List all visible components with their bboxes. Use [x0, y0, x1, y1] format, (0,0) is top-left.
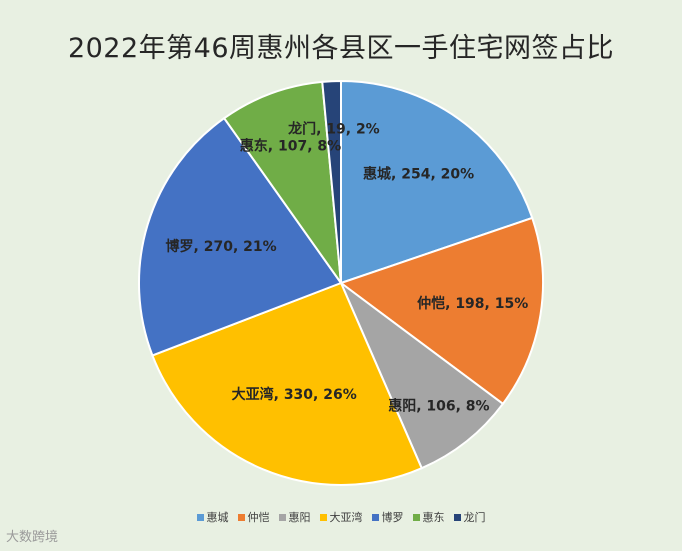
legend-item-2: 惠阳 [278, 509, 311, 525]
chart-legend: 惠城 仲恺 惠阳 大亚湾 博罗 惠东 龙门 [0, 509, 682, 525]
slice-label-2: 惠阳, 106, 8% [388, 398, 489, 415]
legend-swatch-5 [412, 513, 420, 521]
legend-item-4: 博罗 [371, 509, 404, 525]
legend-label-5: 惠东 [422, 511, 445, 524]
pie-slice-4 [138, 116, 343, 357]
legend-label-4: 博罗 [381, 511, 404, 524]
slice-label-6: 龙门, 19, 2% [287, 121, 380, 138]
chart-title: 2022年第46周惠州各县区一手住宅网签占比 [67, 33, 615, 64]
legend-item-1: 仲恺 [237, 509, 270, 525]
legend-label-0: 惠城 [206, 511, 229, 524]
slice-label-3: 大亚湾, 330, 26% [232, 386, 357, 403]
pie-slice-5 [222, 80, 343, 287]
pie-slice-0 [340, 79, 534, 285]
legend-item-5: 惠东 [412, 509, 445, 525]
legend-label-2: 惠阳 [288, 511, 311, 524]
slice-label-1: 仲恺, 198, 15% [417, 295, 528, 312]
legend-item-0: 惠城 [196, 509, 229, 525]
legend-swatch-6 [453, 513, 461, 521]
legend-swatch-2 [278, 513, 286, 521]
legend-swatch-1 [237, 513, 245, 521]
legend-swatch-4 [371, 513, 379, 521]
legend-label-1: 仲恺 [247, 511, 270, 524]
legend-item-6: 龙门 [453, 509, 486, 525]
pie-slice-3 [151, 281, 424, 486]
pie-slice-1 [338, 216, 544, 406]
footer-watermark: 大数跨境 [6, 530, 59, 545]
slice-label-0: 惠城, 254, 20% [363, 166, 474, 183]
slice-label-4: 博罗, 270, 21% [166, 238, 277, 255]
legend-label-3: 大亚湾 [329, 511, 363, 524]
legend-label-6: 龙门 [463, 511, 486, 524]
slice-label-5: 惠东, 107, 8% [240, 138, 341, 155]
legend-item-3: 大亚湾 [319, 509, 363, 525]
pie-slice-6 [321, 79, 342, 284]
legend-swatch-3 [319, 513, 327, 521]
pie-slice-2 [338, 279, 505, 470]
legend-swatch-0 [196, 513, 204, 521]
